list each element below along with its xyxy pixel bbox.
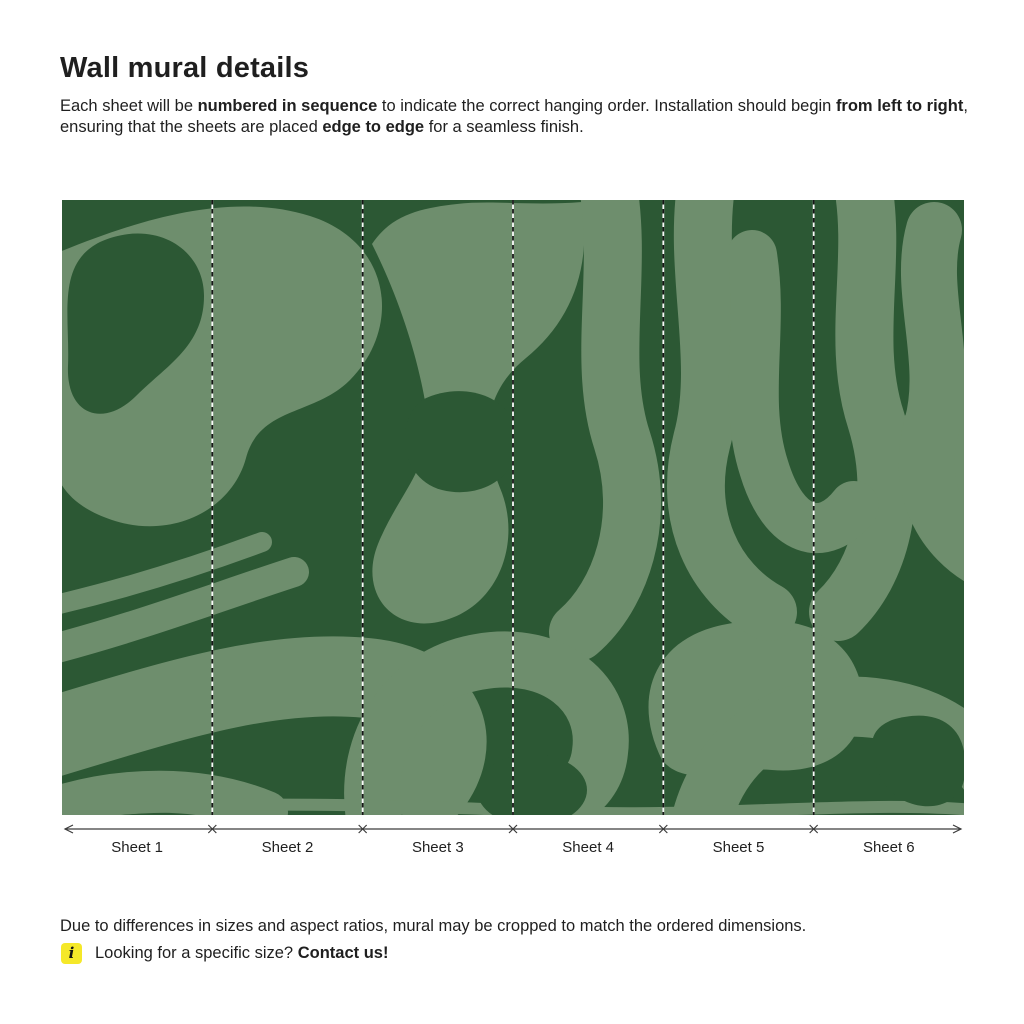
page-title: Wall mural details: [60, 52, 310, 84]
sheet-label-2: Sheet 2: [261, 839, 314, 856]
sheet-label-6: Sheet 6: [862, 839, 915, 856]
ruler-x-mark-icon: [508, 824, 518, 834]
crop-note: Due to differences in sizes and aspect r…: [60, 917, 807, 935]
ruler-x-mark-icon: [207, 824, 217, 834]
intro-bold-numbered: numbered in sequence: [197, 97, 378, 115]
intro-seg: for a seamless finish.: [424, 118, 584, 136]
contact-us-link[interactable]: Contact us!: [297, 944, 389, 962]
ruler-x-mark-icon: [358, 824, 368, 834]
intro-seg: , ensuring that the sheets are placed: [60, 97, 968, 136]
sheet-label-1: Sheet 1: [111, 839, 164, 856]
sheet-label-3: Sheet 3: [411, 839, 464, 856]
info-icon: i: [61, 943, 82, 964]
ruler-x-mark-icon: [658, 824, 668, 834]
mural-preview: [62, 200, 964, 815]
intro-bold-edge: edge to edge: [322, 118, 425, 136]
intro-bold-left-right: from left to right: [835, 97, 964, 115]
sheet-labels: Sheet 1 Sheet 2 Sheet 3 Sheet 4 Sheet 5 …: [62, 839, 964, 857]
ruler-right-arrow-icon: [952, 824, 963, 834]
mural-image: [62, 200, 964, 815]
intro-seg: Each sheet will be: [60, 97, 198, 115]
mural-dark-accents: [67, 233, 964, 815]
intro-seg: to indicate the correct hanging order. I…: [377, 97, 836, 115]
ruler-left-arrow-icon: [63, 824, 74, 834]
sheet-label-5: Sheet 5: [712, 839, 765, 856]
contact-question: Looking for a specific size?: [95, 944, 294, 962]
info-icon-glyph: i: [68, 944, 75, 962]
sheet-label-4: Sheet 4: [562, 839, 614, 856]
ruler-x-mark-icon: [809, 824, 819, 834]
sheet-ruler: [63, 824, 963, 834]
mural-light-bands: [62, 200, 964, 815]
ruler-lines: [63, 824, 963, 834]
intro-text: Each sheet will be numbered in sequence …: [60, 96, 968, 138]
contact-row: i Looking for a specific size? Contact u…: [61, 943, 388, 964]
mural-cut-lines: [211, 200, 815, 815]
